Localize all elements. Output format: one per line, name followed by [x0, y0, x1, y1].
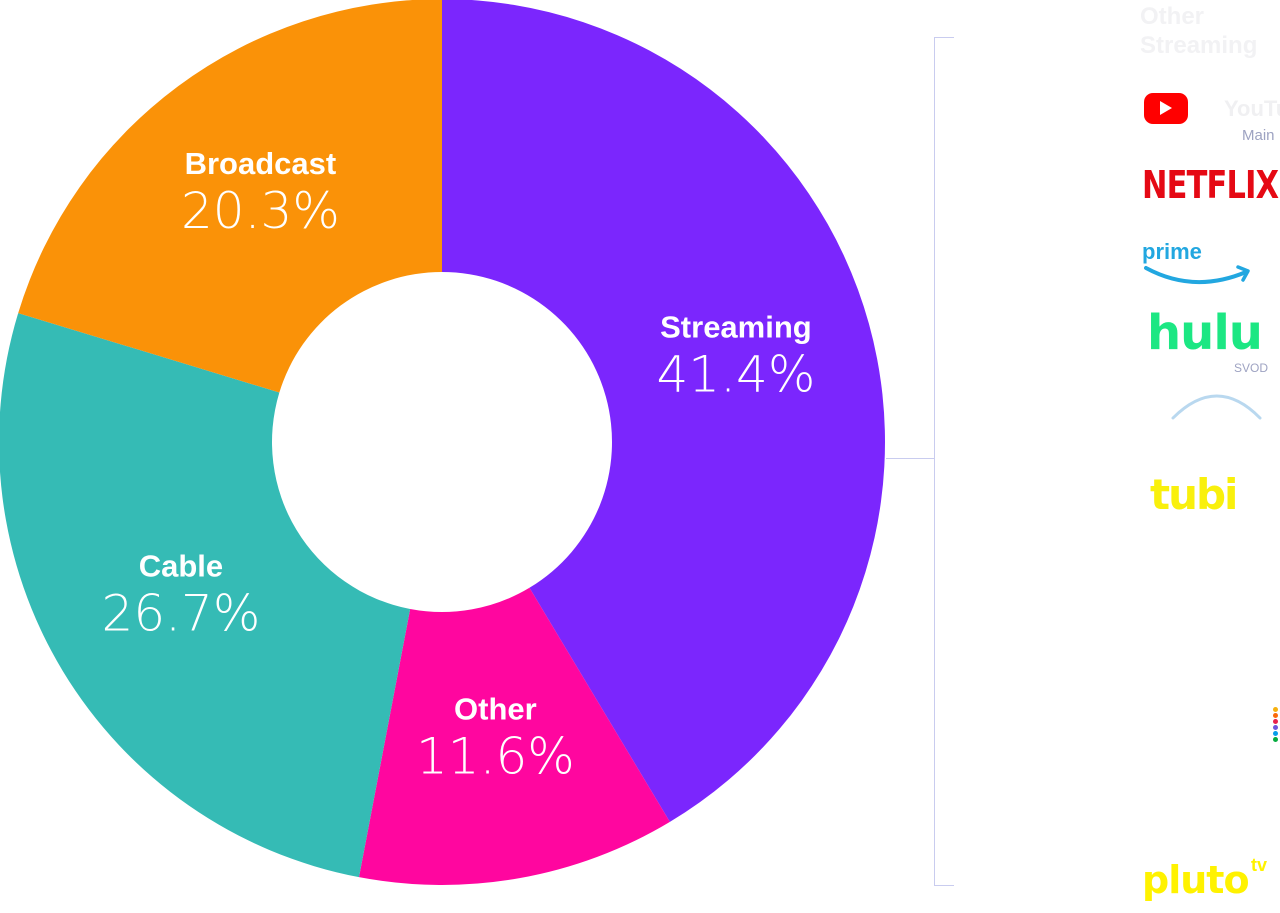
donut-slice-broadcast [18, 0, 442, 393]
hulu-sublabel: SVOD [1234, 361, 1269, 375]
panel-title: Other Streaming [1140, 3, 1258, 59]
slice-label-streaming: Streaming [660, 310, 812, 345]
slice-value-broadcast: 20.3% [181, 182, 340, 240]
play-icon [1160, 101, 1172, 115]
slice-value-streaming: 41.4% [657, 346, 816, 404]
youtube-logo [1144, 93, 1188, 124]
slice-label-cable: Cable [139, 549, 223, 584]
bracket-connector [886, 458, 934, 459]
other-streaming-panel: Other Streaming YouTube Main NETFLIX pri… [1140, 0, 1280, 913]
slice-label-other: Other [454, 691, 537, 726]
streaming-bracket [934, 37, 954, 886]
arc-logo-icon [1171, 394, 1262, 420]
youtube-wordmark: YouTube [1224, 96, 1280, 121]
donut-slice-cable [0, 313, 411, 878]
youtube-sublabel: Main [1242, 127, 1275, 144]
donut-slice-other [358, 587, 670, 886]
prime-smile-icon [1144, 265, 1250, 285]
pluto-tv-logo: pluto [1142, 858, 1250, 902]
slice-value-cable: 26.7% [102, 585, 261, 643]
peacock-dots-icon [1273, 707, 1278, 743]
hulu-logo: hulu [1147, 305, 1263, 361]
tubi-logo: tubi [1150, 470, 1238, 519]
prime-video-logo: prime [1142, 239, 1202, 264]
netflix-logo: NETFLIX [1142, 163, 1279, 207]
pluto-tv-superscript: tv [1251, 855, 1268, 875]
donut-slice-streaming [442, 0, 885, 822]
slice-value-other: 11.6% [416, 727, 575, 785]
slice-label-broadcast: Broadcast [185, 146, 337, 181]
donut-segments [0, 0, 885, 886]
